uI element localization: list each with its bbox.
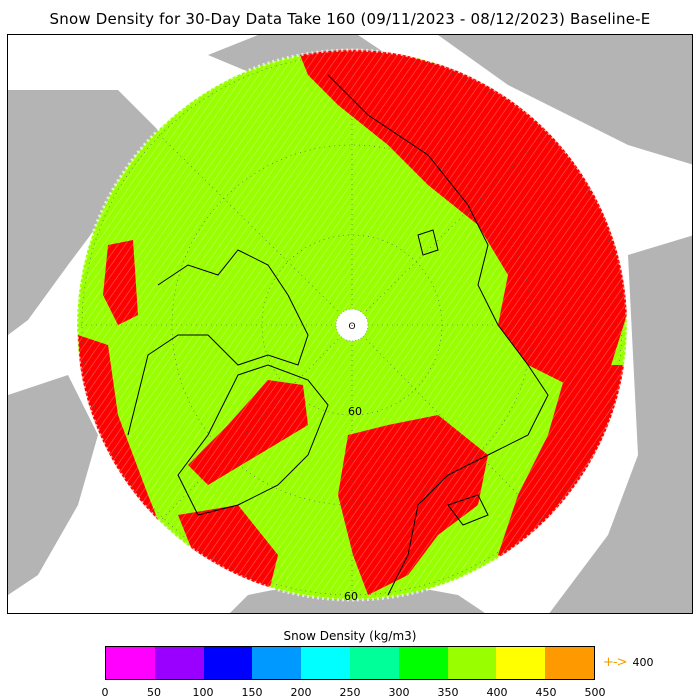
pole-hole: ʘ [335, 308, 369, 342]
colorbar-swatch [301, 647, 350, 679]
colorbar-tick-label: 100 [192, 686, 214, 699]
chart-title: Snow Density for 30-Day Data Take 160 (0… [49, 10, 651, 28]
coastline-greenland [177, 364, 329, 516]
colorbar [105, 646, 595, 680]
lat-label-60-south: 60 [344, 590, 358, 603]
colorbar-swatch [106, 647, 155, 679]
land-east [549, 235, 692, 613]
map-panel: ʘ 60 60 [7, 34, 693, 614]
colorbar-tick-label: 450 [535, 686, 557, 699]
colorbar-swatch [398, 647, 448, 679]
colorbar-swatch [545, 647, 594, 679]
colorbar-tick-label: 50 [147, 686, 161, 699]
coastline-iceland [447, 494, 489, 526]
lat-label-60-north: 60 [348, 405, 362, 418]
land-southwest [8, 375, 98, 595]
legend-title: Snow Density (kg/m3) [283, 629, 417, 643]
coastline-svalbard [417, 229, 439, 256]
colorbar-tick-label: 0 [101, 686, 109, 699]
coastline-eurasia [327, 74, 549, 596]
colorbar-swatch [447, 647, 497, 679]
graticule [77, 50, 627, 600]
colorbar-swatch [349, 647, 399, 679]
land-northeast [438, 35, 692, 165]
colorbar-ticks: 0 50 100 150 200 250 300 350 400 450 500 [101, 686, 606, 700]
land-west-america [8, 90, 158, 335]
colorbar-swatch [496, 647, 546, 679]
polar-map: ʘ 60 60 [8, 35, 692, 613]
coastline-canada [127, 249, 309, 436]
overflow-value: 400 [632, 656, 654, 669]
colorbar-tick-label: 500 [584, 686, 606, 699]
overflow-arrow-icon: +-> [603, 655, 628, 670]
overflow-indicator: +-> 400 [603, 655, 653, 670]
colorbar-tick-label: 150 [241, 686, 263, 699]
outer-land [8, 35, 692, 613]
colorbar-swatch [203, 647, 253, 679]
colorbar-swatch [154, 647, 204, 679]
colorbar-tick-label: 400 [486, 686, 508, 699]
colorbar-tick-label: 300 [388, 686, 410, 699]
colorbar-swatch [252, 647, 302, 679]
colorbar-tick-label: 200 [290, 686, 312, 699]
colorbar-tick-label: 250 [339, 686, 361, 699]
colorbar-tick-label: 350 [437, 686, 459, 699]
svg-text:ʘ: ʘ [348, 322, 355, 332]
disc-edge [75, 48, 629, 602]
coastlines [127, 74, 549, 596]
